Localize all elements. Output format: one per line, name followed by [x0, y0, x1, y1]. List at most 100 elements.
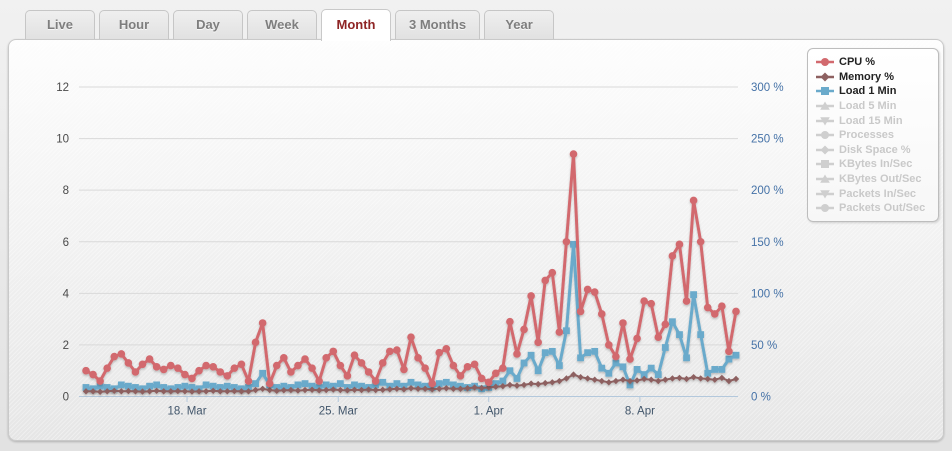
legend-item-processes[interactable]: Processes	[816, 128, 932, 143]
x-axis-tick-label: 8. Apr	[625, 406, 655, 418]
series-cpu-marker	[725, 347, 733, 356]
legend-item-label: Load 15 Min	[839, 114, 903, 127]
series-load-1-min-marker	[541, 349, 549, 357]
series-load-1-min-marker	[683, 354, 690, 362]
circle-marker-icon	[816, 131, 834, 140]
series-load-1-min-marker	[124, 382, 132, 390]
series-memory-marker	[315, 387, 323, 394]
series-memory-marker	[160, 388, 167, 395]
y-axis-right-label: 250 %	[751, 134, 784, 146]
legend-item-label: Memory %	[839, 70, 895, 83]
series-load-1-min-marker	[584, 349, 592, 357]
series-load-1-min-marker	[718, 366, 726, 373]
legend-item-disk-space[interactable]: Disk Space %	[816, 143, 932, 158]
series-memory-marker	[280, 387, 288, 394]
series-load-1-min-marker	[654, 371, 662, 378]
series-cpu-marker	[237, 360, 246, 369]
series-memory-marker	[577, 373, 584, 381]
series-cpu-marker	[597, 310, 606, 318]
series-load-1-min-marker	[669, 318, 676, 326]
series-memory-marker	[238, 388, 245, 395]
series-cpu-marker	[576, 307, 585, 316]
series-load-1-min-marker	[690, 291, 698, 299]
series-cpu-marker	[89, 370, 97, 379]
tab-live[interactable]: Live	[25, 10, 95, 39]
series-memory-marker	[344, 387, 351, 394]
series-memory-marker	[690, 373, 697, 381]
legend-item-memory[interactable]: Memory %	[816, 70, 932, 85]
series-cpu-marker	[386, 347, 394, 356]
series-load-1-min-marker	[435, 380, 443, 388]
x-axis-tick-label: 1. Apr	[474, 406, 504, 418]
series-memory-marker	[626, 377, 634, 385]
legend-item-label: Packets In/Sec	[839, 187, 917, 200]
y-axis-right-label: 200 %	[751, 185, 784, 197]
series-load-1-min-marker	[379, 378, 387, 386]
y-axis-right-label: 150 %	[751, 237, 784, 249]
series-cpu-marker	[499, 364, 507, 372]
series-memory-marker	[436, 385, 443, 392]
series-load-1-min-marker	[188, 384, 196, 391]
series-load-1-min-marker	[407, 378, 415, 386]
series-memory-marker	[676, 374, 683, 382]
tab-hour[interactable]: Hour	[99, 10, 169, 39]
series-cpu-marker	[590, 288, 599, 296]
legend-item-label: Disk Space %	[839, 143, 911, 156]
legend-item-cpu[interactable]: CPU %	[816, 55, 932, 70]
series-memory-marker	[96, 388, 104, 396]
series-cpu-marker	[110, 352, 119, 361]
chart-legend: CPU % Memory % Load 1 Min Load 5 Min Load 15…	[807, 48, 939, 222]
series-load-1-min-marker	[252, 380, 259, 388]
series-load-1-min-marker	[548, 347, 556, 355]
legend-item-load-15-min[interactable]: Load 15 Min	[816, 113, 932, 128]
legend-item-packets-in-sec[interactable]: Packets In/Sec	[816, 186, 932, 201]
series-memory-marker	[294, 387, 302, 394]
legend-item-label: CPU %	[839, 56, 876, 69]
series-memory-marker	[181, 388, 189, 395]
series-memory-marker	[633, 377, 641, 384]
series-load-1-min-marker	[103, 384, 111, 391]
series-cpu-marker	[534, 338, 542, 347]
legend-item-kbytes-out-sec[interactable]: KBytes Out/Sec	[816, 172, 932, 187]
series-memory-marker	[549, 379, 556, 386]
series-load-1-min-marker	[626, 381, 634, 389]
series-load-1-min-marker	[619, 363, 627, 371]
series-memory-marker	[655, 377, 662, 385]
series-cpu-marker	[117, 350, 126, 358]
series-cpu-marker	[131, 368, 140, 376]
series-memory-marker	[323, 386, 330, 394]
series-cpu-marker	[477, 374, 486, 383]
series-load-1-min-marker	[612, 359, 620, 367]
series-memory-marker	[421, 385, 429, 392]
series-load-1-min-marker	[223, 382, 231, 390]
series-memory-marker	[598, 377, 605, 385]
series-load-1-min-marker	[216, 384, 224, 391]
triangle-down-marker-icon	[816, 189, 834, 199]
series-load-1-min-marker	[181, 382, 189, 390]
series-cpu-marker	[456, 372, 465, 380]
series-load-1-min-marker	[676, 331, 683, 338]
series-load-1-min-marker	[393, 380, 401, 388]
series-cpu-marker	[732, 307, 740, 316]
legend-item-kbytes-in-sec[interactable]: KBytes In/Sec	[816, 157, 932, 172]
tab-day[interactable]: Day	[173, 10, 243, 39]
series-load-1-min-marker	[577, 354, 584, 362]
series-memory-marker	[612, 377, 620, 385]
series-cpu-marker	[633, 334, 641, 343]
tab-month[interactable]: Month	[321, 9, 391, 41]
series-memory-marker	[82, 388, 90, 395]
legend-item-load-5-min[interactable]: Load 5 Min	[816, 99, 932, 114]
triangle-up-marker-icon	[816, 174, 834, 183]
series-load-1-min-marker	[527, 351, 535, 359]
series-memory-marker	[372, 386, 379, 394]
series-cpu-marker	[689, 196, 698, 205]
tab-3-months[interactable]: 3 Months	[395, 10, 481, 39]
series-cpu-marker	[357, 359, 366, 367]
legend-item-load-1-min[interactable]: Load 1 Min	[816, 84, 932, 99]
y-axis-left-label: 10	[56, 134, 69, 146]
tab-year[interactable]: Year	[484, 10, 555, 39]
series-load-1-min-marker	[336, 380, 344, 388]
circle-marker-icon	[816, 204, 834, 213]
legend-item-packets-out-sec[interactable]: Packets Out/Sec	[816, 201, 932, 216]
tab-week[interactable]: Week	[247, 10, 317, 39]
